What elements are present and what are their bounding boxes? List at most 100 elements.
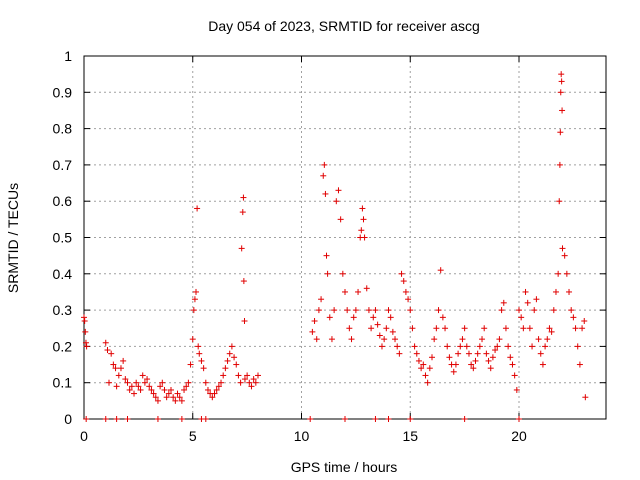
data-point	[168, 386, 174, 393]
data-point	[446, 354, 453, 361]
data-point	[323, 252, 330, 259]
data-point	[235, 372, 242, 379]
data-point	[472, 357, 479, 364]
data-point	[81, 314, 87, 321]
data-point	[209, 394, 216, 401]
data-point	[124, 379, 131, 386]
data-point	[215, 383, 222, 390]
x-axis-label: GPS time / hours	[291, 459, 398, 475]
data-point	[178, 397, 185, 404]
data-point	[342, 288, 348, 295]
data-point	[322, 190, 329, 197]
data-point	[131, 390, 138, 397]
data-point	[115, 372, 122, 379]
data-point	[113, 383, 120, 390]
data-point	[405, 296, 412, 303]
data-point	[196, 350, 203, 357]
data-point	[531, 307, 538, 314]
data-point	[337, 216, 344, 223]
data-point	[361, 234, 368, 241]
data-point	[385, 416, 392, 422]
data-point	[520, 325, 527, 332]
data-point	[576, 361, 583, 368]
data-point	[479, 336, 486, 343]
data-point	[226, 350, 233, 357]
data-point	[492, 347, 499, 354]
data-point	[106, 379, 113, 386]
data-marks	[81, 71, 589, 422]
data-point	[433, 325, 440, 332]
data-point	[420, 361, 427, 368]
data-point	[352, 307, 359, 314]
y-tick-label: 0.9	[53, 84, 73, 100]
data-point	[476, 343, 483, 350]
data-point	[328, 336, 335, 343]
data-point	[561, 252, 568, 259]
data-point	[315, 307, 322, 314]
data-point	[568, 307, 575, 314]
data-point	[165, 390, 172, 397]
data-point	[429, 354, 435, 361]
data-point	[110, 361, 117, 368]
data-point	[509, 361, 516, 368]
data-point	[558, 71, 565, 78]
data-point	[474, 350, 481, 357]
data-point	[218, 379, 225, 386]
data-point	[394, 343, 401, 350]
data-point	[112, 365, 119, 372]
data-point	[146, 383, 153, 390]
data-point	[309, 328, 316, 335]
data-point	[237, 379, 244, 386]
data-point	[190, 307, 197, 314]
data-point	[489, 354, 496, 361]
data-point	[220, 372, 227, 379]
data-point	[444, 343, 451, 350]
data-point	[381, 336, 388, 343]
data-point	[400, 278, 407, 285]
data-point	[502, 325, 509, 332]
data-point	[176, 394, 183, 401]
data-point	[204, 386, 211, 393]
chart-title: Day 054 of 2023, SRMTID for receiver asc…	[208, 18, 480, 34]
data-point	[244, 372, 251, 379]
data-point	[485, 357, 492, 364]
data-point	[141, 379, 148, 386]
data-point	[422, 372, 429, 379]
data-point	[374, 321, 381, 328]
data-point	[144, 376, 151, 383]
data-point	[82, 339, 89, 346]
data-point	[470, 365, 477, 372]
data-point	[556, 161, 563, 168]
data-point	[239, 209, 246, 216]
data-point	[178, 416, 185, 422]
data-point	[407, 307, 414, 314]
data-point	[548, 328, 555, 335]
x-tick-label: 15	[402, 428, 418, 444]
data-point	[582, 394, 589, 401]
data-point	[498, 307, 505, 314]
data-point	[552, 288, 559, 295]
data-point	[233, 361, 240, 368]
data-point	[570, 314, 577, 321]
data-point	[102, 339, 109, 346]
data-point	[468, 361, 475, 368]
data-point	[222, 365, 229, 372]
data-point	[333, 198, 340, 205]
data-point	[355, 288, 362, 295]
data-point	[324, 270, 331, 277]
data-point	[255, 372, 261, 379]
data-point	[81, 317, 88, 324]
data-point	[241, 317, 248, 324]
data-point	[320, 172, 327, 179]
data-point	[559, 107, 566, 114]
data-point	[181, 386, 188, 393]
data-point	[200, 365, 207, 372]
data-point	[365, 307, 372, 314]
data-point	[346, 325, 353, 332]
data-point	[240, 194, 247, 201]
data-point	[193, 288, 200, 295]
data-point	[385, 307, 392, 314]
data-point	[516, 416, 522, 422]
y-tick-label: 0.1	[53, 375, 73, 391]
data-point	[563, 270, 570, 277]
